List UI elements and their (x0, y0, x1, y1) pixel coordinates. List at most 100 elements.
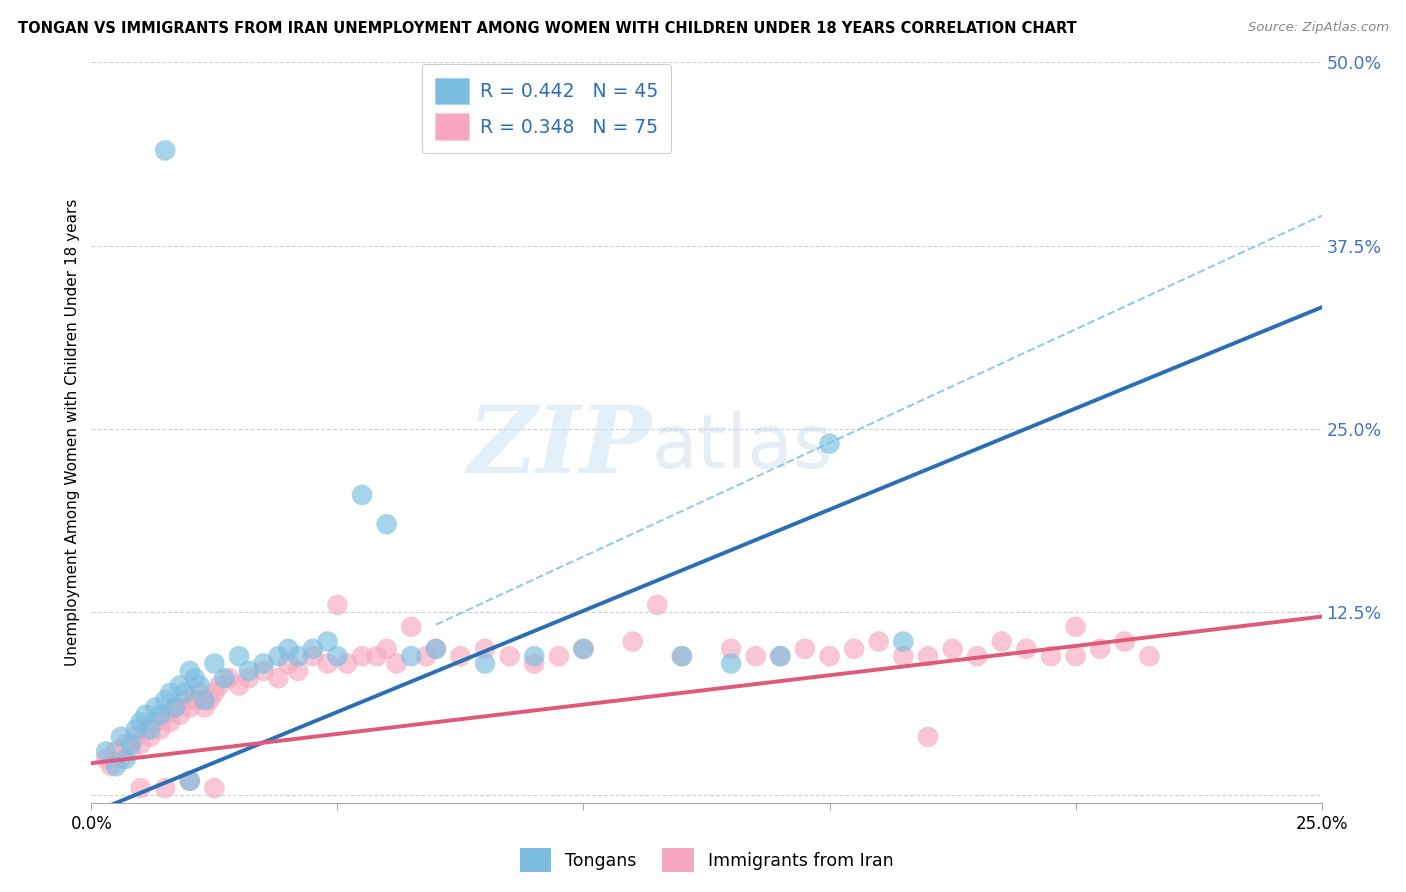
Point (891, 634, 914, 648)
Point (1015, 641, 1038, 656)
Point (547, 649, 569, 664)
Point (202, 781, 225, 796)
Point (818, 436, 841, 450)
Text: atlas: atlas (651, 411, 832, 484)
Point (645, 598, 669, 612)
Point (174, 693, 197, 707)
Point (990, 634, 1012, 648)
Point (253, 657, 276, 671)
Point (1039, 649, 1063, 664)
Point (153, 707, 177, 722)
Point (287, 649, 309, 664)
Point (316, 657, 339, 671)
Point (188, 686, 211, 700)
Point (1064, 649, 1087, 664)
Point (202, 657, 225, 671)
Point (720, 657, 742, 671)
Point (159, 715, 181, 730)
Text: Source: ZipAtlas.com: Source: ZipAtlas.com (1249, 21, 1389, 35)
Point (267, 671, 290, 685)
Point (100, 759, 122, 773)
Point (287, 664, 309, 678)
Point (572, 641, 595, 656)
Point (179, 664, 201, 678)
Point (188, 679, 211, 693)
Point (145, 715, 166, 730)
Point (149, 723, 172, 737)
Point (1114, 634, 1136, 648)
Point (228, 679, 250, 693)
Point (253, 664, 276, 678)
Point (183, 671, 207, 685)
Point (163, 700, 186, 714)
Point (135, 723, 156, 737)
Point (352, 649, 374, 664)
Point (193, 693, 217, 707)
Point (145, 700, 166, 714)
Point (110, 730, 132, 744)
Point (769, 649, 792, 664)
Point (316, 634, 339, 648)
Point (399, 649, 422, 664)
Point (139, 730, 162, 744)
Point (183, 693, 207, 707)
Point (179, 773, 201, 788)
Point (941, 641, 963, 656)
Point (966, 649, 988, 664)
Point (1064, 620, 1087, 634)
Point (124, 730, 146, 744)
Point (129, 737, 152, 751)
Point (720, 641, 742, 656)
Point (523, 649, 546, 664)
Point (114, 752, 138, 766)
Point (671, 649, 693, 664)
Point (120, 744, 142, 758)
Y-axis label: Unemployment Among Women with Children Under 18 years: Unemployment Among Women with Children U… (65, 199, 80, 666)
Point (228, 649, 250, 664)
Point (1139, 649, 1161, 664)
Text: TONGAN VS IMMIGRANTS FROM IRAN UNEMPLOYMENT AMONG WOMEN WITH CHILDREN UNDER 18 Y: TONGAN VS IMMIGRANTS FROM IRAN UNEMPLOYM… (18, 21, 1077, 37)
Point (120, 737, 142, 751)
Point (238, 664, 260, 678)
Point (326, 598, 349, 612)
Point (399, 620, 422, 634)
Point (135, 707, 156, 722)
Point (842, 641, 865, 656)
Point (202, 686, 225, 700)
Point (169, 707, 191, 722)
Point (105, 744, 127, 758)
Point (572, 641, 595, 656)
Point (179, 773, 201, 788)
Point (917, 730, 939, 744)
Point (336, 657, 359, 671)
Point (868, 634, 890, 648)
Point (671, 649, 693, 664)
Point (153, 144, 177, 158)
Point (375, 641, 398, 656)
Point (1088, 641, 1111, 656)
Point (385, 657, 408, 671)
Point (129, 715, 152, 730)
Text: ZIP: ZIP (467, 402, 651, 492)
Point (793, 641, 815, 656)
Point (267, 649, 290, 664)
Point (745, 649, 768, 664)
Point (277, 657, 299, 671)
Point (621, 634, 644, 648)
Point (425, 641, 447, 656)
Point (917, 649, 939, 664)
Point (96, 744, 117, 758)
Point (326, 649, 349, 664)
Point (523, 657, 546, 671)
Point (153, 693, 177, 707)
Point (105, 759, 127, 773)
Point (208, 679, 231, 693)
Point (212, 671, 235, 685)
Point (124, 723, 146, 737)
Point (218, 671, 240, 685)
Point (96, 752, 117, 766)
Point (425, 641, 447, 656)
Point (891, 649, 914, 664)
Point (474, 657, 496, 671)
Point (110, 752, 132, 766)
